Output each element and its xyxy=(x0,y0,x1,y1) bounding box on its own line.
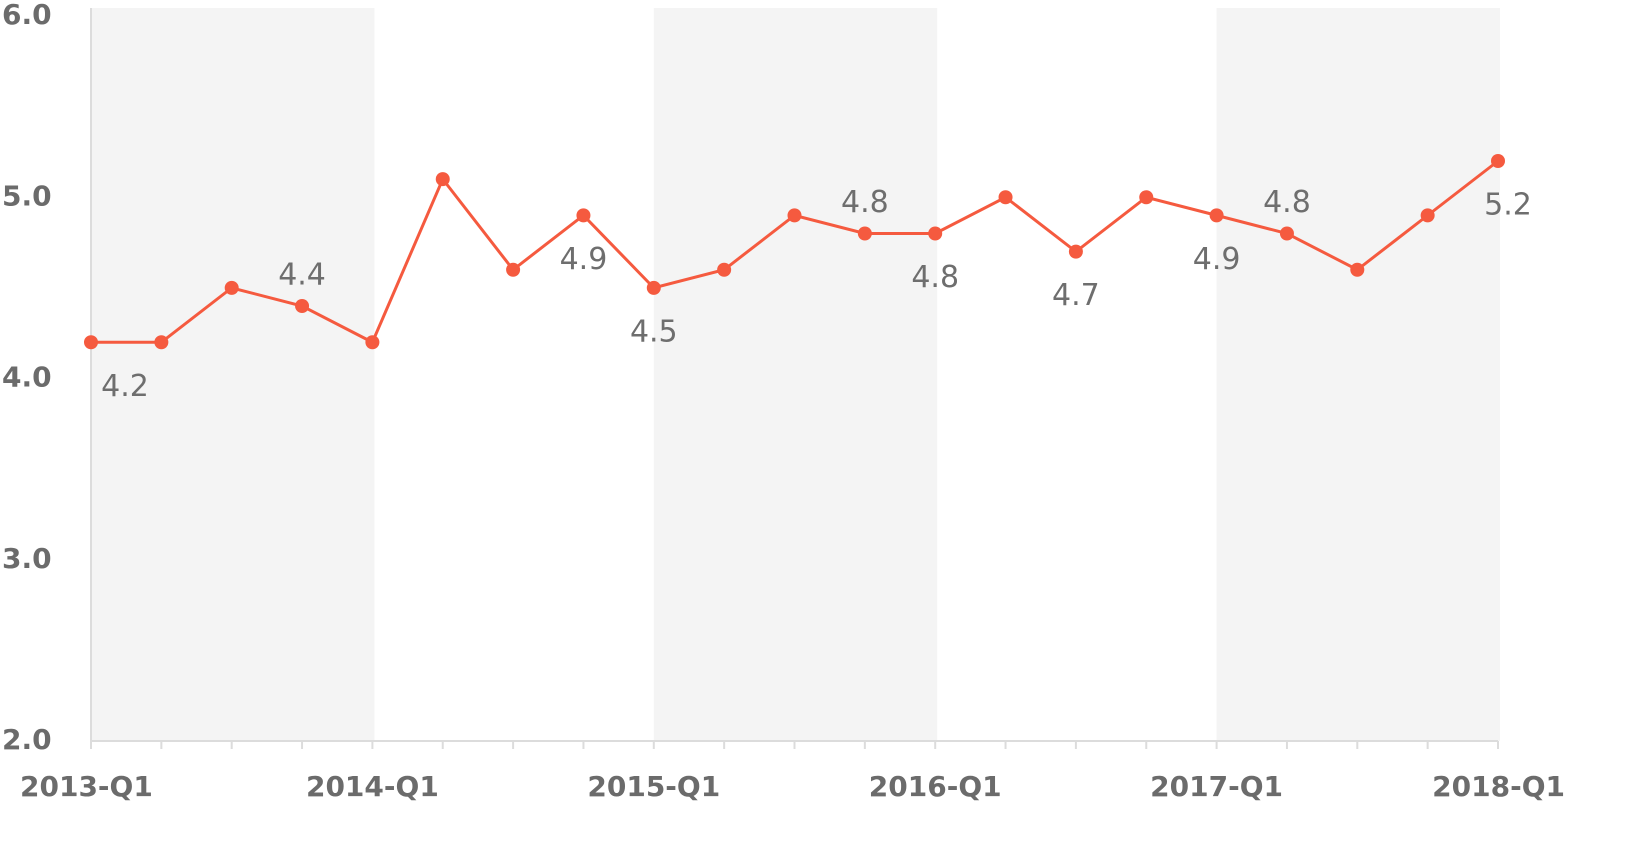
point xyxy=(928,226,943,241)
point xyxy=(435,172,450,187)
data-label: 4.8 xyxy=(1263,185,1311,220)
point xyxy=(1350,262,1365,277)
point xyxy=(998,190,1013,205)
y-tick-label: 3.0 xyxy=(2,542,52,575)
point xyxy=(1279,226,1294,241)
point xyxy=(224,280,239,295)
band xyxy=(1216,8,1500,741)
band xyxy=(91,8,375,741)
band xyxy=(653,8,938,741)
y-tick-label: 5.0 xyxy=(2,179,52,212)
point xyxy=(84,335,98,350)
y-tick-label: 2.0 xyxy=(2,723,52,756)
point xyxy=(787,208,802,223)
x-tick-label: 2018-Q1 xyxy=(1432,770,1565,803)
data-label: 4.9 xyxy=(560,242,608,277)
data-label: 4.4 xyxy=(278,258,326,293)
x-tick-label: 2016-Q1 xyxy=(869,770,1002,803)
point xyxy=(1139,190,1154,205)
y-tick-label: 4.0 xyxy=(2,361,52,394)
point xyxy=(295,299,310,313)
point xyxy=(1209,208,1224,223)
data-label: 4.5 xyxy=(630,314,678,349)
point xyxy=(1420,208,1435,223)
point xyxy=(154,335,169,350)
point xyxy=(717,262,732,277)
data-label: 4.9 xyxy=(1193,242,1241,277)
point xyxy=(1491,154,1505,168)
point xyxy=(506,262,521,277)
point xyxy=(365,335,380,350)
x-tick-label: 2017-Q1 xyxy=(1150,770,1283,803)
data-label: 5.2 xyxy=(1484,188,1532,223)
y-tick-label: 6.0 xyxy=(2,0,52,31)
point xyxy=(1068,244,1083,259)
data-label: 4.7 xyxy=(1052,278,1100,313)
point xyxy=(576,208,591,223)
point xyxy=(646,280,661,295)
data-label: 4.2 xyxy=(101,369,149,404)
x-tick-label: 2013-Q1 xyxy=(20,770,153,803)
point xyxy=(857,226,872,241)
data-label: 4.8 xyxy=(841,185,889,220)
x-tick-label: 2014-Q1 xyxy=(306,770,439,803)
data-label: 4.8 xyxy=(911,260,959,295)
x-tick-label: 2015-Q1 xyxy=(587,770,720,803)
